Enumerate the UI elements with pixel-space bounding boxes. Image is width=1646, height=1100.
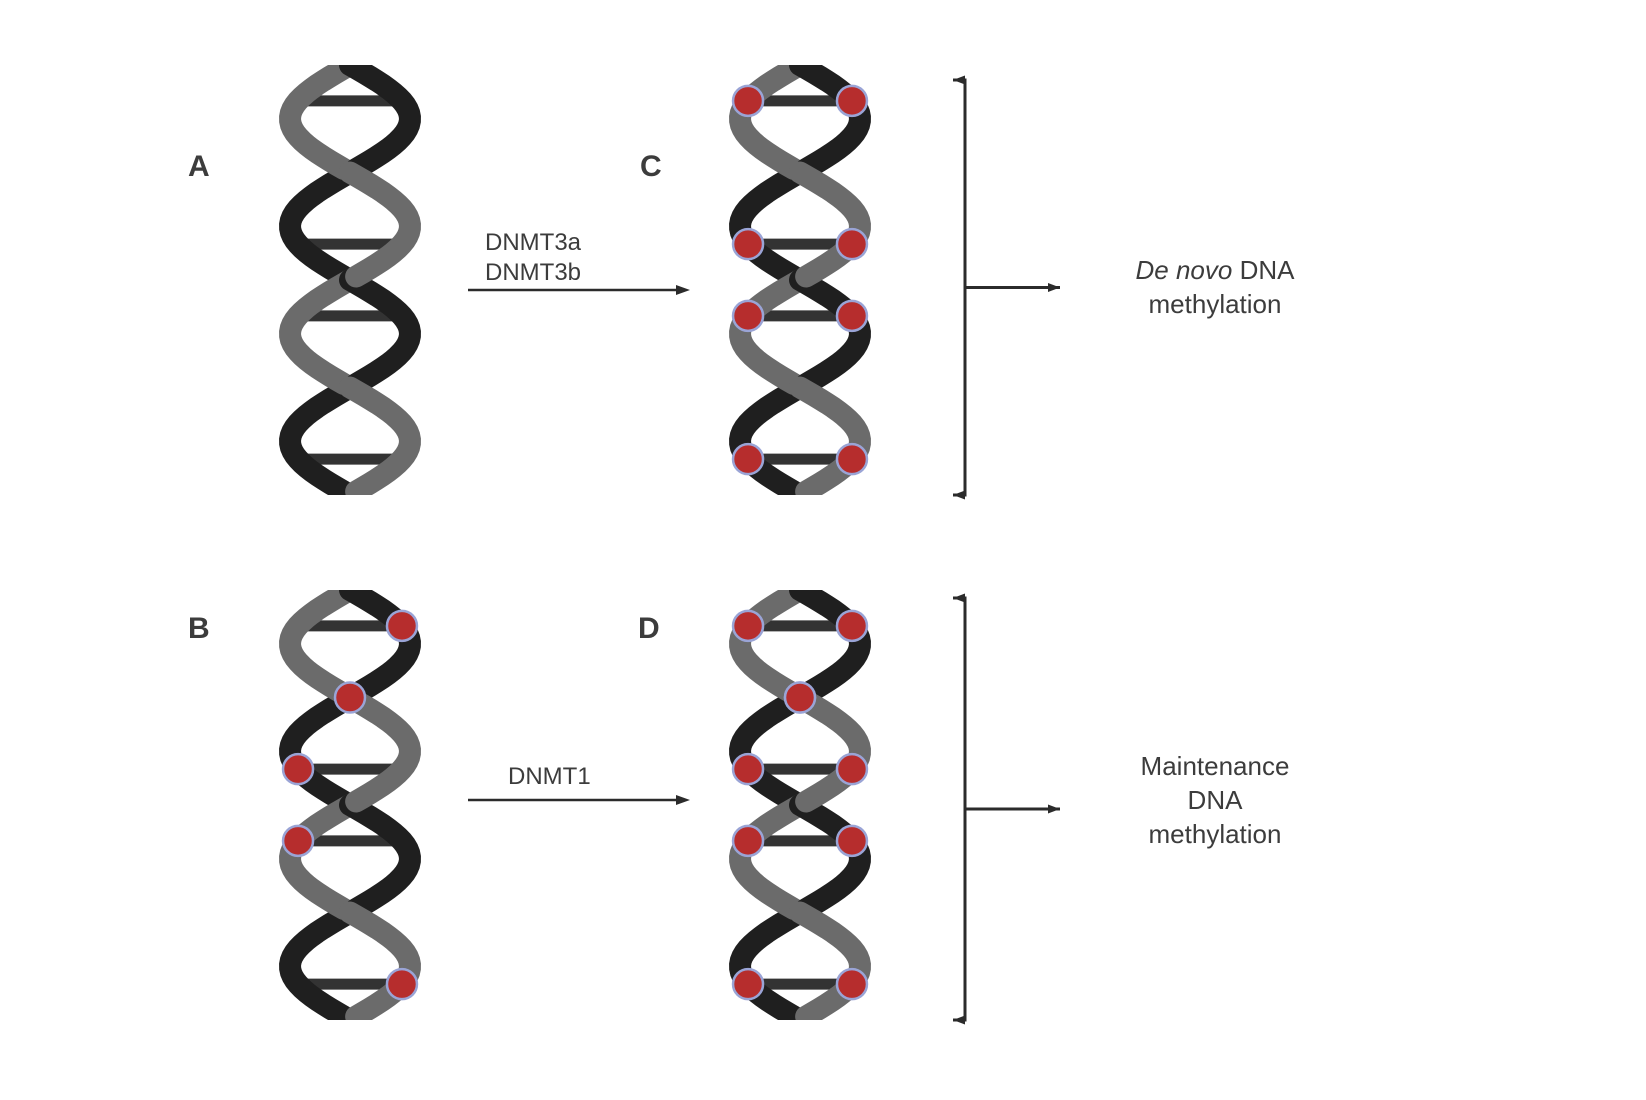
bracket-top-rest: DNA <box>1232 255 1294 285</box>
diagram-canvas: A B C D DNMT3a DNMT3b DNMT1 De novo DNA … <box>0 0 1646 1100</box>
bracket-bottom-line3: methylation <box>1149 819 1282 849</box>
bracket-label-top: De novo DNA methylation <box>1095 254 1335 322</box>
bracket-bottom <box>0 0 1646 1100</box>
bracket-label-bottom: Maintenance DNA methylation <box>1095 750 1335 851</box>
bracket-bottom-line2: DNA <box>1188 785 1243 815</box>
bracket-top-italic: De novo <box>1136 255 1233 285</box>
bracket-top-line2: methylation <box>1149 289 1282 319</box>
bracket-bottom-line1: Maintenance <box>1141 751 1290 781</box>
